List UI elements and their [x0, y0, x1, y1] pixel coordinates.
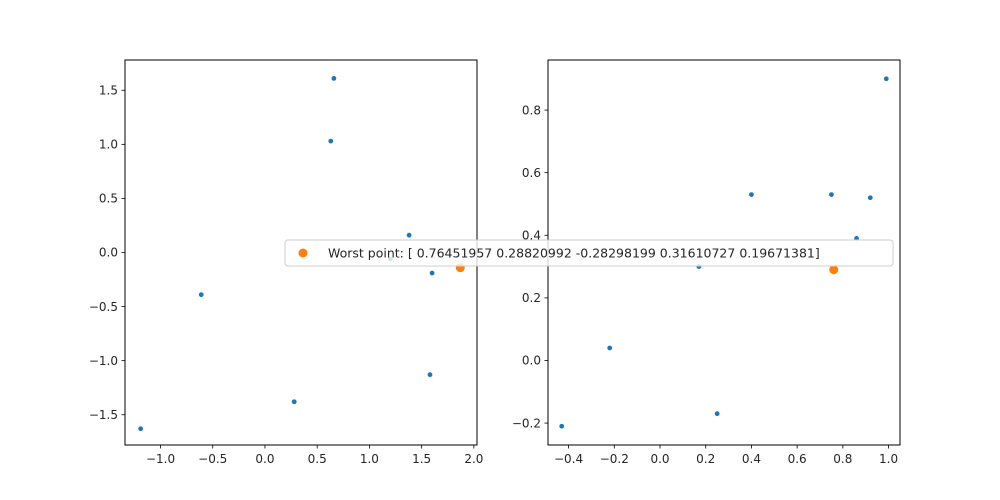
x-tick-label: −0.4: [554, 452, 583, 466]
y-tick-label: 0.2: [522, 291, 541, 305]
x-tick-label: 1.0: [360, 452, 379, 466]
y-tick-label: 0.0: [522, 354, 541, 368]
right-scatter-plot: −0.4 −0.2 0.0 0.2 0.4 0.6 0.8 1.0 −0.2 0.0 0.2 0.4 0…: [512, 59, 901, 466]
data-point: [607, 345, 613, 351]
x-tick-label: −0.2: [600, 452, 629, 466]
legend-worst-point-label: Worst point: [ 0.76451957 0.28820992 -0.…: [328, 246, 820, 261]
y-tick-label: 0.8: [522, 103, 541, 117]
data-point: [867, 195, 873, 201]
data-point: [427, 372, 433, 378]
data-point: [883, 76, 889, 82]
x-tick-label: 0.5: [308, 452, 327, 466]
data-point: [138, 426, 144, 432]
x-tick-label: 2.0: [464, 452, 483, 466]
x-tick-label: 1.0: [879, 452, 898, 466]
y-tick-label: 1.5: [99, 83, 118, 97]
data-point: [328, 138, 334, 144]
data-point: [559, 423, 565, 429]
y-tick-label: 0.6: [522, 166, 541, 180]
data-point: [714, 411, 720, 417]
y-tick-label: 1.0: [99, 138, 118, 152]
y-tick-label: 0.4: [522, 228, 541, 242]
x-tick-label: 1.5: [412, 452, 431, 466]
x-tick-label: 0.8: [833, 452, 852, 466]
y-tick-label: −1.5: [89, 408, 118, 422]
x-tick-label: 0.4: [742, 452, 761, 466]
x-tick-label: 0.0: [650, 452, 669, 466]
legend-worst-point-marker: [298, 248, 308, 258]
y-tick-label: 0.5: [99, 192, 118, 206]
data-point: [406, 232, 412, 238]
y-tick-label: −0.5: [89, 300, 118, 314]
x-tick-label: −0.5: [198, 452, 227, 466]
legend: Worst point: [ 0.76451957 0.28820992 -0.…: [284, 239, 894, 267]
x-tick-label: 0.0: [255, 452, 274, 466]
y-tick-label: −0.2: [512, 416, 541, 430]
x-tick-label: 0.2: [696, 452, 715, 466]
x-tick-label: 0.6: [788, 452, 807, 466]
data-point: [198, 292, 204, 298]
data-point: [829, 192, 834, 197]
x-tick-label: −1.0: [146, 452, 175, 466]
y-tick-label: −1.0: [89, 354, 118, 368]
legend-box: [284, 239, 894, 267]
data-point: [331, 75, 337, 81]
worst-point-marker: [829, 265, 839, 275]
y-tick-label: 0.0: [99, 246, 118, 260]
data-point: [429, 270, 435, 276]
data-point: [749, 192, 754, 197]
data-point: [291, 399, 297, 405]
